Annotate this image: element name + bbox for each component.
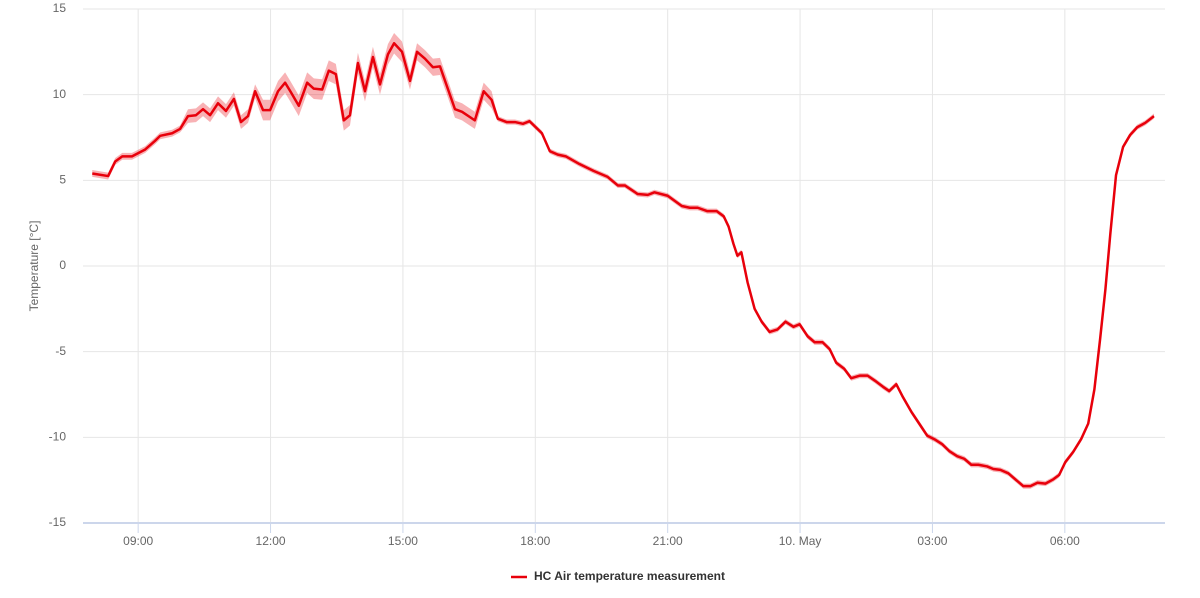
y-tick-label: -5 [55, 344, 66, 358]
x-tick-label: 03:00 [917, 534, 947, 548]
x-tick-label: 10. May [779, 534, 822, 548]
legend-item[interactable]: HC Air temperature measurement [511, 569, 725, 583]
legend-label: HC Air temperature measurement [534, 569, 725, 583]
x-tick-label: 09:00 [123, 534, 153, 548]
y-axis-title: Temperature [°C] [27, 221, 41, 312]
x-tick-label: 06:00 [1050, 534, 1080, 548]
y-tick-label: 0 [59, 258, 66, 272]
x-tick-label: 18:00 [520, 534, 550, 548]
y-tick-label: 5 [59, 173, 66, 187]
y-tick-label: 10 [53, 87, 67, 101]
data-line [92, 42, 1155, 488]
x-tick-label: 15:00 [388, 534, 418, 548]
y-tick-label: 15 [53, 1, 67, 15]
x-tick-label: 21:00 [653, 534, 683, 548]
x-tick-label: 12:00 [256, 534, 286, 548]
y-tick-label: -10 [49, 430, 67, 444]
y-tick-label: -15 [49, 515, 67, 529]
